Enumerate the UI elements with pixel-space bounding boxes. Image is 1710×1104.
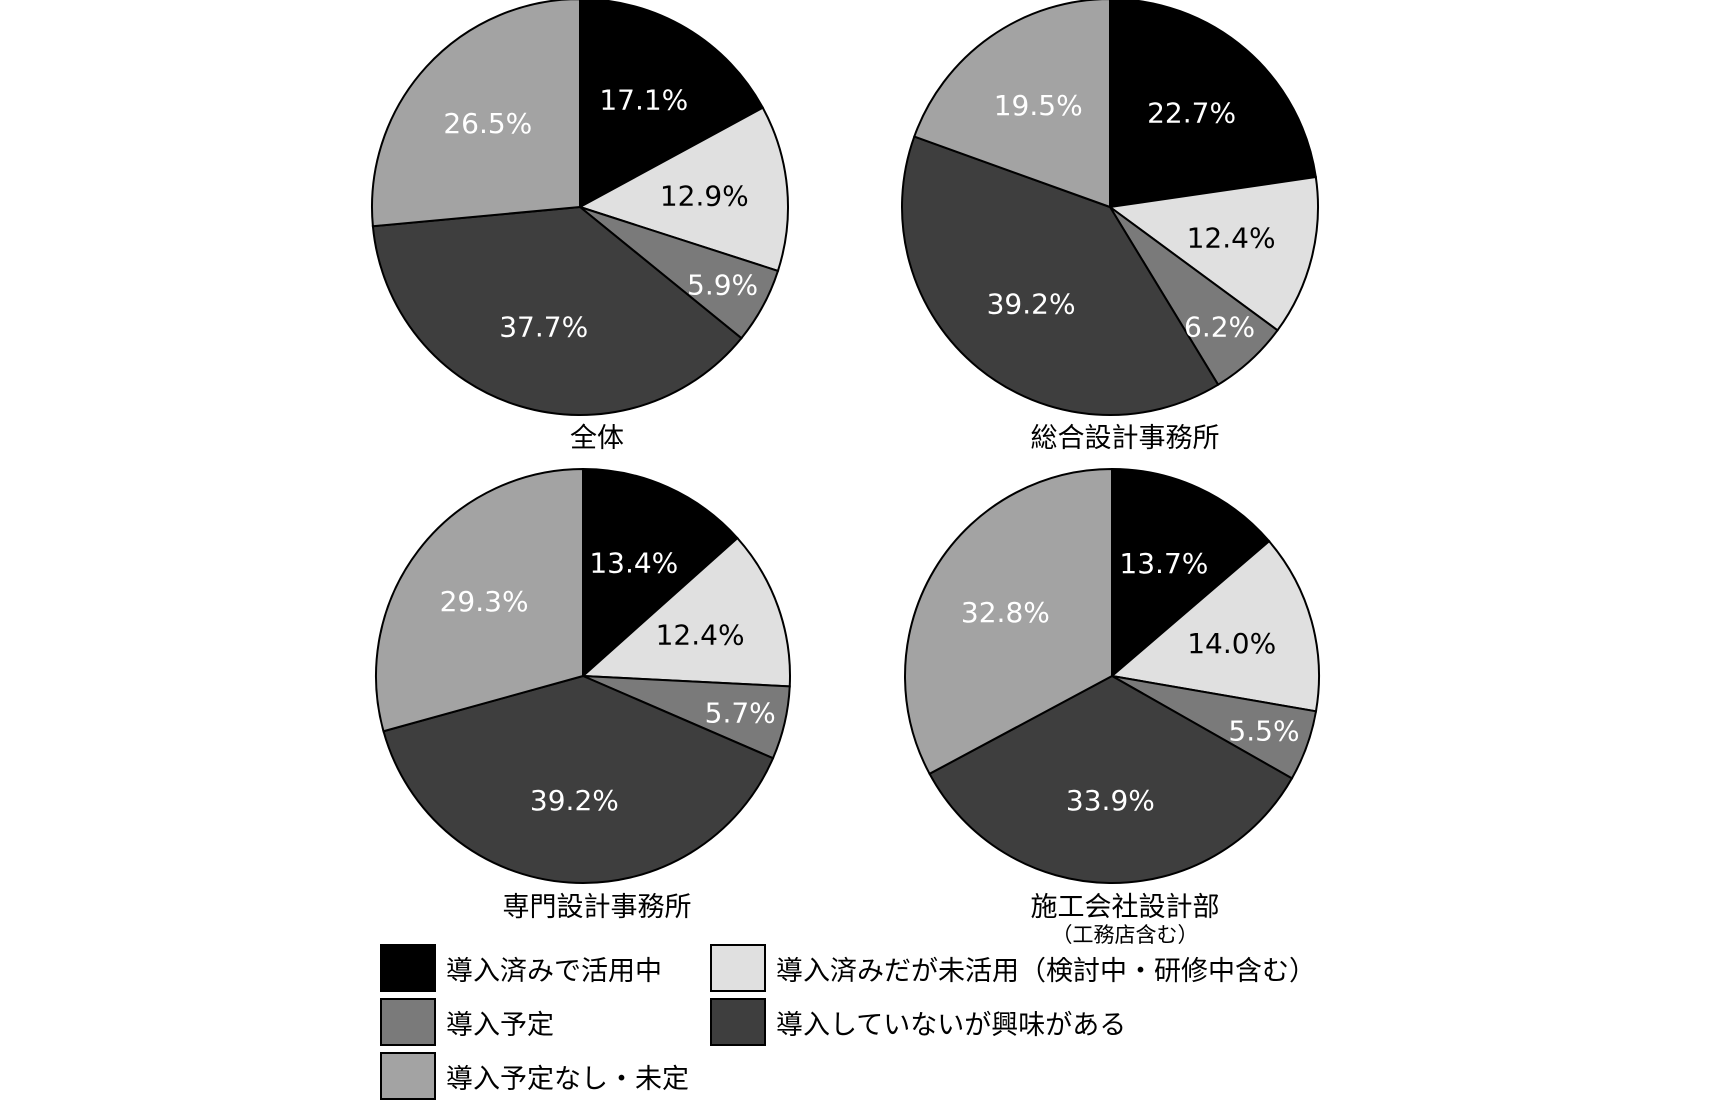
data-label: 14.0% [1187,627,1276,660]
data-label: 6.2% [1184,311,1255,344]
legend-label: 導入予定 [446,1009,554,1041]
data-label: 39.2% [987,288,1076,321]
chart-title: 総合設計事務所 [1031,423,1220,454]
data-label: 12.4% [656,619,745,652]
data-label: 33.9% [1066,784,1155,817]
legend-item-no-plan: 導入予定なし・未定 [380,1052,689,1100]
slice-in-use [1109,0,1317,209]
data-label: 12.9% [660,180,749,213]
slice-installed-unused [1109,539,1320,713]
data-label: 5.7% [705,697,776,730]
legend-item-planned: 導入予定 [380,998,554,1046]
legend-swatch [710,944,766,992]
pie-contractor-design-dept: 13.7% 14.0% 5.5% 33.9% 32.8% 施工会社設計部（工務店含む） [904,467,1320,947]
slice-interested [371,205,743,416]
slice-interested [901,135,1220,416]
pie-general-design-office: 22.7% 12.4% 6.2% 39.2% 19.5% 総合設計事務所 [901,0,1319,454]
slice-no-plan [375,467,584,733]
slice-in-use [1111,467,1271,679]
legend-item-interested: 導入していないが興味がある [710,998,1126,1046]
chart-title: 専門設計事務所 [503,892,692,923]
slice-interested [928,674,1294,884]
slice-installed-unused [580,536,791,688]
data-label: 26.5% [443,107,532,140]
slice-no-plan [913,0,1111,209]
chart-title: 全体 [570,423,624,454]
legend-swatch [380,998,436,1046]
slice-no-plan [904,467,1113,776]
legend-label: 導入していないが興味がある [776,1009,1127,1041]
data-label: 17.1% [599,84,688,117]
data-label: 13.4% [589,547,678,580]
legend-label: 導入済みだが未活用（検討中・研修中含む） [776,955,1316,987]
pie-overall: 17.1% 12.9% 5.9% 37.7% 26.5% 全体 [371,0,789,454]
legend-item-in-use: 導入済みで活用中 [380,944,662,992]
legend-label: 導入済みで活用中 [446,955,662,987]
data-label: 39.2% [530,784,619,817]
data-label: 37.7% [499,310,588,343]
data-label: 29.3% [440,585,529,618]
chart-title: 施工会社設計部 [1031,892,1220,923]
data-label: 22.7% [1147,97,1236,130]
data-label: 19.5% [994,89,1083,122]
slice-installed-unused [577,106,789,273]
legend-swatch [710,998,766,1046]
legend: 導入済みで活用中 導入済みだが未活用（検討中・研修中含む） 導入予定 導入してい… [380,944,1380,1104]
legend-label: 導入予定なし・未定 [446,1063,689,1095]
legend-swatch [380,944,436,992]
pie-specialist-design-office: 13.4% 12.4% 5.7% 39.2% 29.3% 専門設計事務所 [375,467,791,923]
slice-no-plan [371,0,581,228]
slice-interested [382,674,775,884]
data-label: 5.5% [1228,715,1299,748]
slice-in-use [582,467,739,679]
slice-installed-unused [1107,175,1319,332]
data-label: 13.7% [1119,547,1208,580]
data-label: 32.8% [961,596,1050,629]
data-label: 12.4% [1187,221,1276,254]
chart-subtitle: （工務店含む） [1052,923,1199,947]
legend-swatch [380,1052,436,1100]
data-label: 5.9% [687,268,758,301]
legend-item-installed-unused: 導入済みだが未活用（検討中・研修中含む） [710,944,1316,992]
slice-in-use [579,0,765,209]
